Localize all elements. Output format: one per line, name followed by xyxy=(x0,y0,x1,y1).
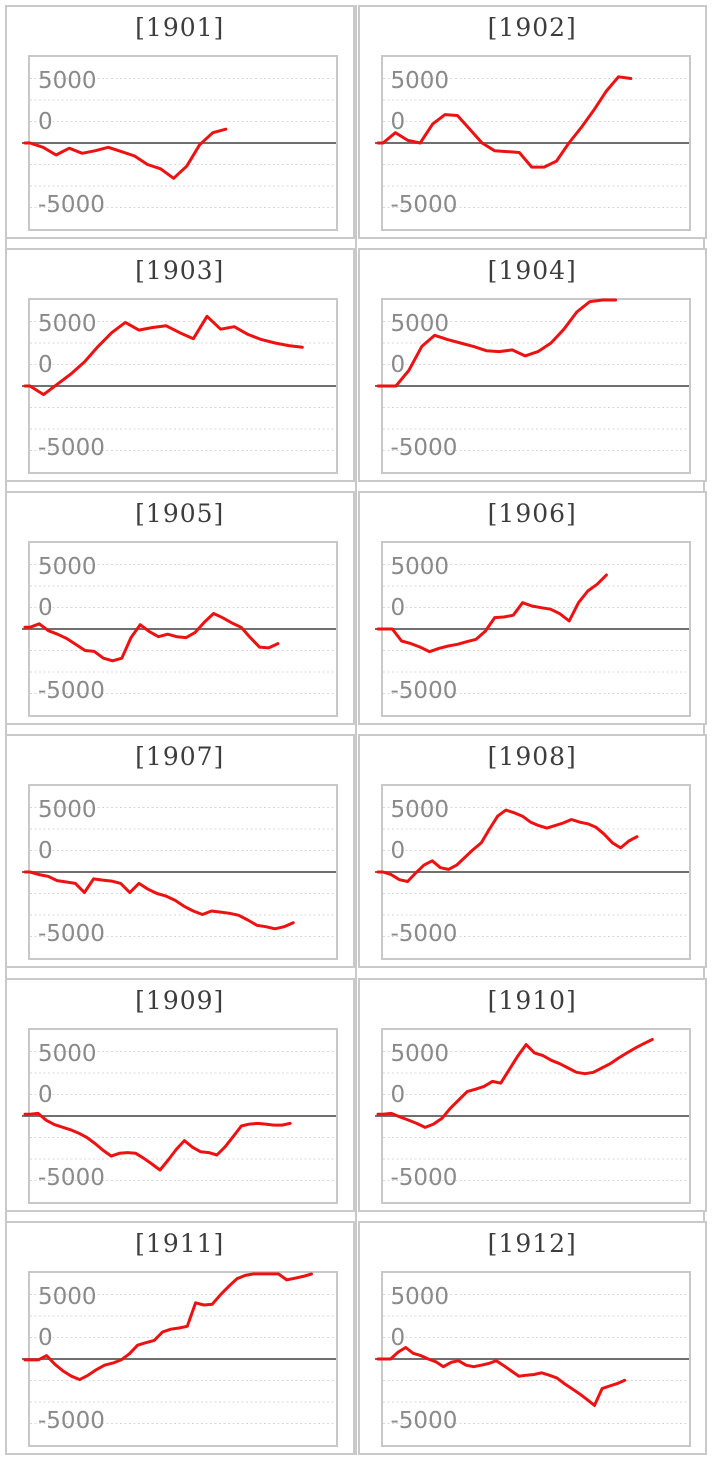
y-tick-label-5000: 5000 xyxy=(390,311,450,338)
chart-cell: [1906] 5000 0 -5000 xyxy=(357,491,707,726)
y-tick-label-minus5000: -5000 xyxy=(38,435,105,462)
series-line-1901 xyxy=(23,127,228,180)
chart-title: [1911] xyxy=(135,1228,225,1258)
chart-title: [1908] xyxy=(487,742,577,772)
plot-area: 5000 0 -5000 xyxy=(374,1270,691,1447)
plot-area: 5000 0 -5000 xyxy=(22,541,338,718)
y-tick-label-0: 0 xyxy=(38,1324,53,1351)
y-tick-label-5000: 5000 xyxy=(38,1283,97,1310)
plot-canvas xyxy=(22,1272,336,1424)
y-tick-label-minus5000: -5000 xyxy=(390,1407,458,1434)
y-tick-label-5000: 5000 xyxy=(390,68,450,94)
plot-canvas xyxy=(22,78,336,208)
y-tick-label-minus5000: -5000 xyxy=(390,192,458,218)
series-line-1903 xyxy=(23,314,304,397)
chart-title: [1907] xyxy=(135,742,225,772)
chart-cell: [1908] 5000 0 -5000 xyxy=(357,734,707,969)
y-tick-label-5000: 5000 xyxy=(38,1040,97,1067)
y-tick-label-0: 0 xyxy=(390,1081,406,1108)
plot-area: 5000 0 -5000 xyxy=(22,784,338,961)
chart-cell: [1902] 5000 0 -5000 xyxy=(357,5,707,239)
plot-canvas xyxy=(374,1037,689,1181)
y-tick-label-5000: 5000 xyxy=(390,797,450,824)
y-tick-label-minus5000: -5000 xyxy=(38,921,105,948)
chart-cell: [1907] 5000 0 -5000 xyxy=(5,734,355,969)
y-tick-label-0: 0 xyxy=(390,595,406,622)
plot-canvas xyxy=(374,1293,689,1424)
series-line-1902 xyxy=(376,75,632,169)
plot-canvas xyxy=(374,807,689,938)
y-tick-label-minus5000: -5000 xyxy=(38,1407,105,1434)
y-tick-label-0: 0 xyxy=(38,595,53,622)
plot-canvas xyxy=(22,564,336,695)
y-tick-label-5000: 5000 xyxy=(38,554,97,581)
series-line-1904 xyxy=(376,298,617,388)
chart-title: [1909] xyxy=(135,985,225,1015)
y-tick-label-minus5000: -5000 xyxy=(390,678,458,705)
y-tick-label-5000: 5000 xyxy=(38,68,97,94)
y-tick-label-minus5000: -5000 xyxy=(390,1164,458,1191)
series-line-1907 xyxy=(23,870,295,931)
y-tick-label-0: 0 xyxy=(38,1081,53,1108)
chart-title: [1904] xyxy=(487,256,577,286)
y-tick-label-0: 0 xyxy=(38,838,53,865)
y-tick-label-0: 0 xyxy=(38,109,53,135)
series-line-1910 xyxy=(376,1037,654,1129)
y-tick-label-minus5000: -5000 xyxy=(390,921,458,948)
y-tick-label-minus5000: -5000 xyxy=(38,678,105,705)
chart-cell: [1901] 5000 0 -5000 xyxy=(5,5,355,239)
plot-canvas xyxy=(22,314,336,452)
y-tick-label-minus5000: -5000 xyxy=(390,435,458,462)
plot-canvas xyxy=(22,807,336,938)
chart-title: [1906] xyxy=(487,499,577,529)
y-tick-label-5000: 5000 xyxy=(390,1283,450,1310)
plot-area: 5000 0 -5000 xyxy=(374,298,691,475)
chart-title: [1902] xyxy=(487,13,577,42)
plot-area: 5000 0 -5000 xyxy=(22,55,338,231)
chart-title: [1901] xyxy=(135,13,225,42)
chart-title: [1910] xyxy=(487,985,577,1015)
plot-area: 5000 0 -5000 xyxy=(374,784,691,961)
y-tick-label-5000: 5000 xyxy=(390,1040,450,1067)
series-line-1911 xyxy=(23,1272,313,1381)
y-tick-label-0: 0 xyxy=(390,352,406,379)
chart-cell: [1910] 5000 0 -5000 xyxy=(357,977,707,1212)
series-line-1905 xyxy=(23,612,280,663)
chart-cell: [1904] 5000 0 -5000 xyxy=(357,248,707,483)
plot-canvas xyxy=(374,298,689,452)
y-tick-label-5000: 5000 xyxy=(390,554,450,581)
chart-cell: [1905] 5000 0 -5000 xyxy=(5,491,355,726)
y-tick-label-5000: 5000 xyxy=(38,797,97,824)
chart-title: [1903] xyxy=(135,256,225,286)
plot-area: 5000 0 -5000 xyxy=(22,1270,338,1447)
chart-title: [1905] xyxy=(135,499,225,529)
series-line-1908 xyxy=(376,809,638,884)
plot-canvas xyxy=(374,564,689,695)
series-line-1912 xyxy=(376,1345,626,1407)
y-tick-label-0: 0 xyxy=(390,838,406,865)
chart-cell: [1912] 5000 0 -5000 xyxy=(357,1220,707,1455)
series-line-1909 xyxy=(23,1111,292,1172)
y-tick-label-0: 0 xyxy=(390,109,406,135)
plot-area: 5000 0 -5000 xyxy=(374,55,691,231)
plot-area: 5000 0 -5000 xyxy=(374,1027,691,1204)
series-line-1906 xyxy=(376,573,608,654)
plot-canvas xyxy=(374,75,689,208)
chart-title: [1912] xyxy=(487,1228,577,1258)
plot-area: 5000 0 -5000 xyxy=(374,541,691,718)
y-tick-label-minus5000: -5000 xyxy=(38,1164,105,1191)
plot-area: 5000 0 -5000 xyxy=(22,1027,338,1204)
chart-cell: [1903] 5000 0 -5000 xyxy=(5,248,355,483)
y-tick-label-5000: 5000 xyxy=(38,311,97,338)
plot-area: 5000 0 -5000 xyxy=(22,298,338,475)
plot-canvas xyxy=(22,1050,336,1181)
chart-cell: [1911] 5000 0 -5000 xyxy=(5,1220,355,1455)
y-tick-label-minus5000: -5000 xyxy=(38,192,105,218)
y-tick-label-0: 0 xyxy=(38,352,53,379)
chart-cell: [1909] 5000 0 -5000 xyxy=(5,977,355,1212)
y-tick-label-0: 0 xyxy=(390,1324,406,1351)
